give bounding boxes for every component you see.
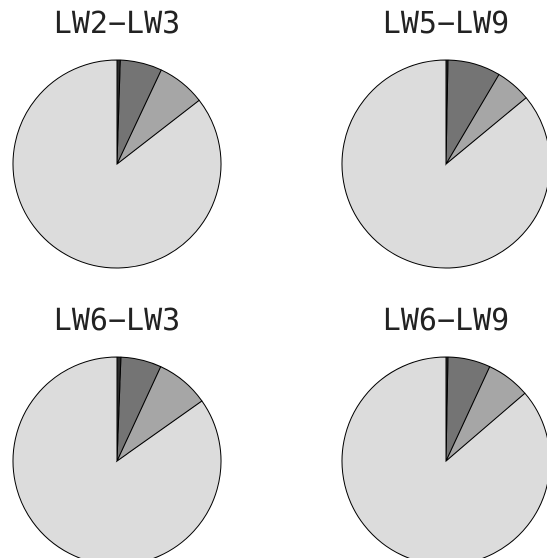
pie-1-slices xyxy=(12,59,222,269)
chart-title-1: LW2−LW3 xyxy=(54,6,180,41)
pie-2-slice-4 xyxy=(445,59,449,165)
pie-panel-1: LW2−LW3 xyxy=(12,6,222,269)
pie-3-slices xyxy=(12,356,222,558)
chart-title-4: LW6−LW9 xyxy=(383,303,509,338)
pie-panel-3: LW6−LW3 xyxy=(12,303,222,558)
pie-2-slice-1 xyxy=(341,59,547,269)
pie-3-slice-1 xyxy=(12,356,222,558)
chart-title-3: LW6−LW3 xyxy=(54,303,180,338)
pie-2-slices xyxy=(341,59,547,269)
pie-3-slice-4 xyxy=(116,356,122,462)
pie-panel-4: LW6−LW9 xyxy=(341,303,547,558)
pie-4-slice-1 xyxy=(341,356,547,558)
pie-4-slices xyxy=(341,356,547,558)
pie-1-slice-4 xyxy=(116,59,121,165)
pie-panel-2: LW5−LW9 xyxy=(341,6,547,269)
pie-1-slice-1 xyxy=(12,59,222,269)
chart-title-2: LW5−LW9 xyxy=(383,6,509,41)
pie-4-slice-4 xyxy=(445,356,449,462)
